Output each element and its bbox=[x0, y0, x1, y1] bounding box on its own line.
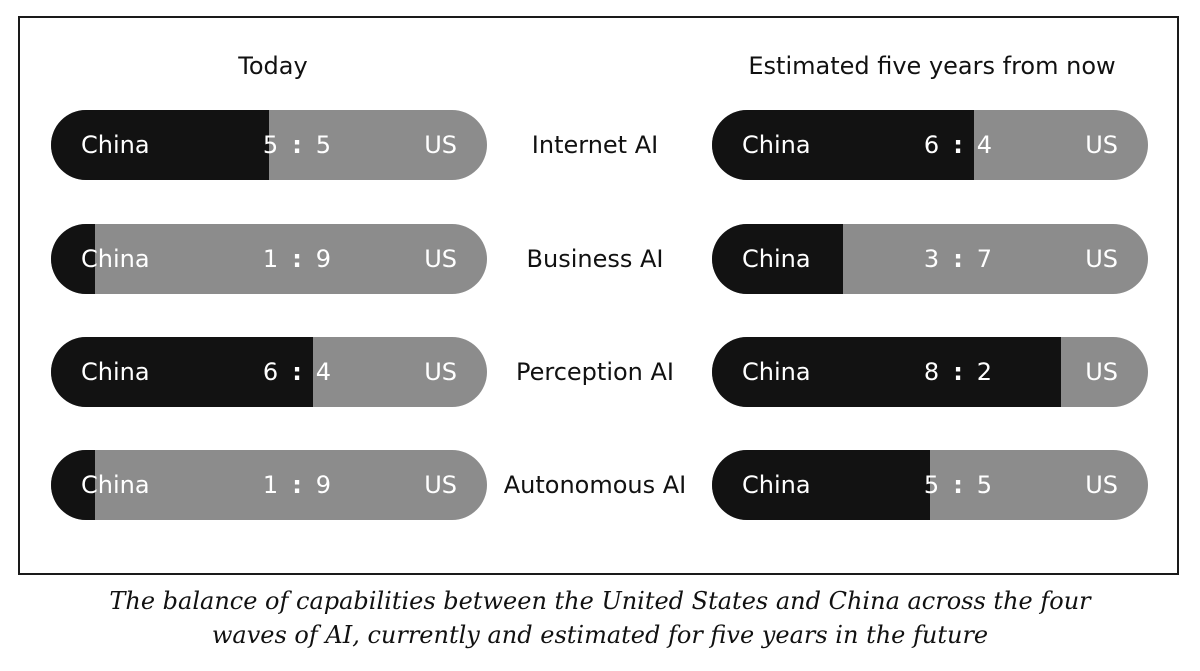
future-ratio-0: 6:4 bbox=[888, 110, 1028, 180]
today-bar-3: China 1:9 US bbox=[51, 450, 487, 520]
future-china-share-3 bbox=[712, 450, 930, 520]
future-bar-0: China 6:4 US bbox=[712, 110, 1148, 180]
today-china-label-2: China bbox=[81, 358, 150, 386]
today-china-value-0: 5 bbox=[262, 131, 279, 159]
future-us-value-3: 5 bbox=[976, 471, 993, 499]
today-ratio-3: 1:9 bbox=[227, 450, 367, 520]
future-china-share-0 bbox=[712, 110, 974, 180]
today-china-share-1 bbox=[51, 224, 95, 294]
caption-line-2: waves of AI, currently and estimated for… bbox=[211, 621, 989, 649]
today-ratio-separator-3: : bbox=[292, 471, 302, 499]
wave-label-1: Business AI bbox=[526, 245, 664, 273]
future-ratio-separator-0: : bbox=[953, 131, 963, 159]
today-us-label-1: US bbox=[424, 245, 457, 273]
future-china-value-3: 5 bbox=[923, 471, 940, 499]
future-us-label-1: US bbox=[1085, 245, 1118, 273]
today-china-label-0: China bbox=[81, 131, 150, 159]
future-ratio-separator-3: : bbox=[953, 471, 963, 499]
today-ratio-2: 6:4 bbox=[227, 337, 367, 407]
today-china-value-3: 1 bbox=[262, 471, 279, 499]
today-us-value-1: 9 bbox=[315, 245, 332, 273]
future-ratio-separator-2: : bbox=[953, 358, 963, 386]
today-ratio-0: 5:5 bbox=[227, 110, 367, 180]
future-china-value-2: 8 bbox=[923, 358, 940, 386]
wave-label-2: Perception AI bbox=[515, 358, 674, 386]
today-us-label-2: US bbox=[424, 358, 457, 386]
today-china-share-3 bbox=[51, 450, 95, 520]
today-china-label-3: China bbox=[81, 471, 150, 499]
today-china-share-2 bbox=[51, 337, 313, 407]
future-china-value-0: 6 bbox=[923, 131, 940, 159]
future-ratio-separator-1: : bbox=[953, 245, 963, 273]
today-ratio-separator-2: : bbox=[292, 358, 302, 386]
future-china-label-3: China bbox=[742, 471, 811, 499]
today-china-share-0 bbox=[51, 110, 269, 180]
today-bar-0: China 5:5 US bbox=[51, 110, 487, 180]
future-bar-3: China 5:5 US bbox=[712, 450, 1148, 520]
future-ratio-1: 3:7 bbox=[888, 224, 1028, 294]
future-bar-1: China 3:7 US bbox=[712, 224, 1148, 294]
today-ratio-separator-0: : bbox=[292, 131, 302, 159]
wave-label-0: Internet AI bbox=[531, 131, 659, 159]
future-us-label-2: US bbox=[1085, 358, 1118, 386]
future-china-share-1 bbox=[712, 224, 843, 294]
figure-caption: The balance of capabilities between the … bbox=[0, 584, 1200, 652]
column-title-today: Today bbox=[238, 52, 308, 80]
future-ratio-3: 5:5 bbox=[888, 450, 1028, 520]
future-china-label-1: China bbox=[742, 245, 811, 273]
today-china-value-1: 1 bbox=[262, 245, 279, 273]
future-us-value-2: 2 bbox=[976, 358, 993, 386]
future-us-label-0: US bbox=[1085, 131, 1118, 159]
today-us-value-2: 4 bbox=[315, 358, 332, 386]
future-china-label-0: China bbox=[742, 131, 811, 159]
today-ratio-1: 1:9 bbox=[227, 224, 367, 294]
column-title-future: Estimated five years from now bbox=[748, 52, 1116, 80]
today-china-label-1: China bbox=[81, 245, 150, 273]
today-bar-1: China 1:9 US bbox=[51, 224, 487, 294]
future-china-share-2 bbox=[712, 337, 1061, 407]
today-china-value-2: 6 bbox=[262, 358, 279, 386]
today-us-label-0: US bbox=[424, 131, 457, 159]
today-ratio-separator-1: : bbox=[292, 245, 302, 273]
future-us-value-0: 4 bbox=[976, 131, 993, 159]
future-us-label-3: US bbox=[1085, 471, 1118, 499]
today-us-value-3: 9 bbox=[315, 471, 332, 499]
future-ratio-2: 8:2 bbox=[888, 337, 1028, 407]
today-us-value-0: 5 bbox=[315, 131, 332, 159]
future-china-label-2: China bbox=[742, 358, 811, 386]
caption-line-1: The balance of capabilities between the … bbox=[109, 587, 1091, 615]
wave-label-3: Autonomous AI bbox=[503, 471, 687, 499]
today-bar-2: China 6:4 US bbox=[51, 337, 487, 407]
future-bar-2: China 8:2 US bbox=[712, 337, 1148, 407]
today-us-label-3: US bbox=[424, 471, 457, 499]
future-china-value-1: 3 bbox=[923, 245, 940, 273]
future-us-value-1: 7 bbox=[976, 245, 993, 273]
